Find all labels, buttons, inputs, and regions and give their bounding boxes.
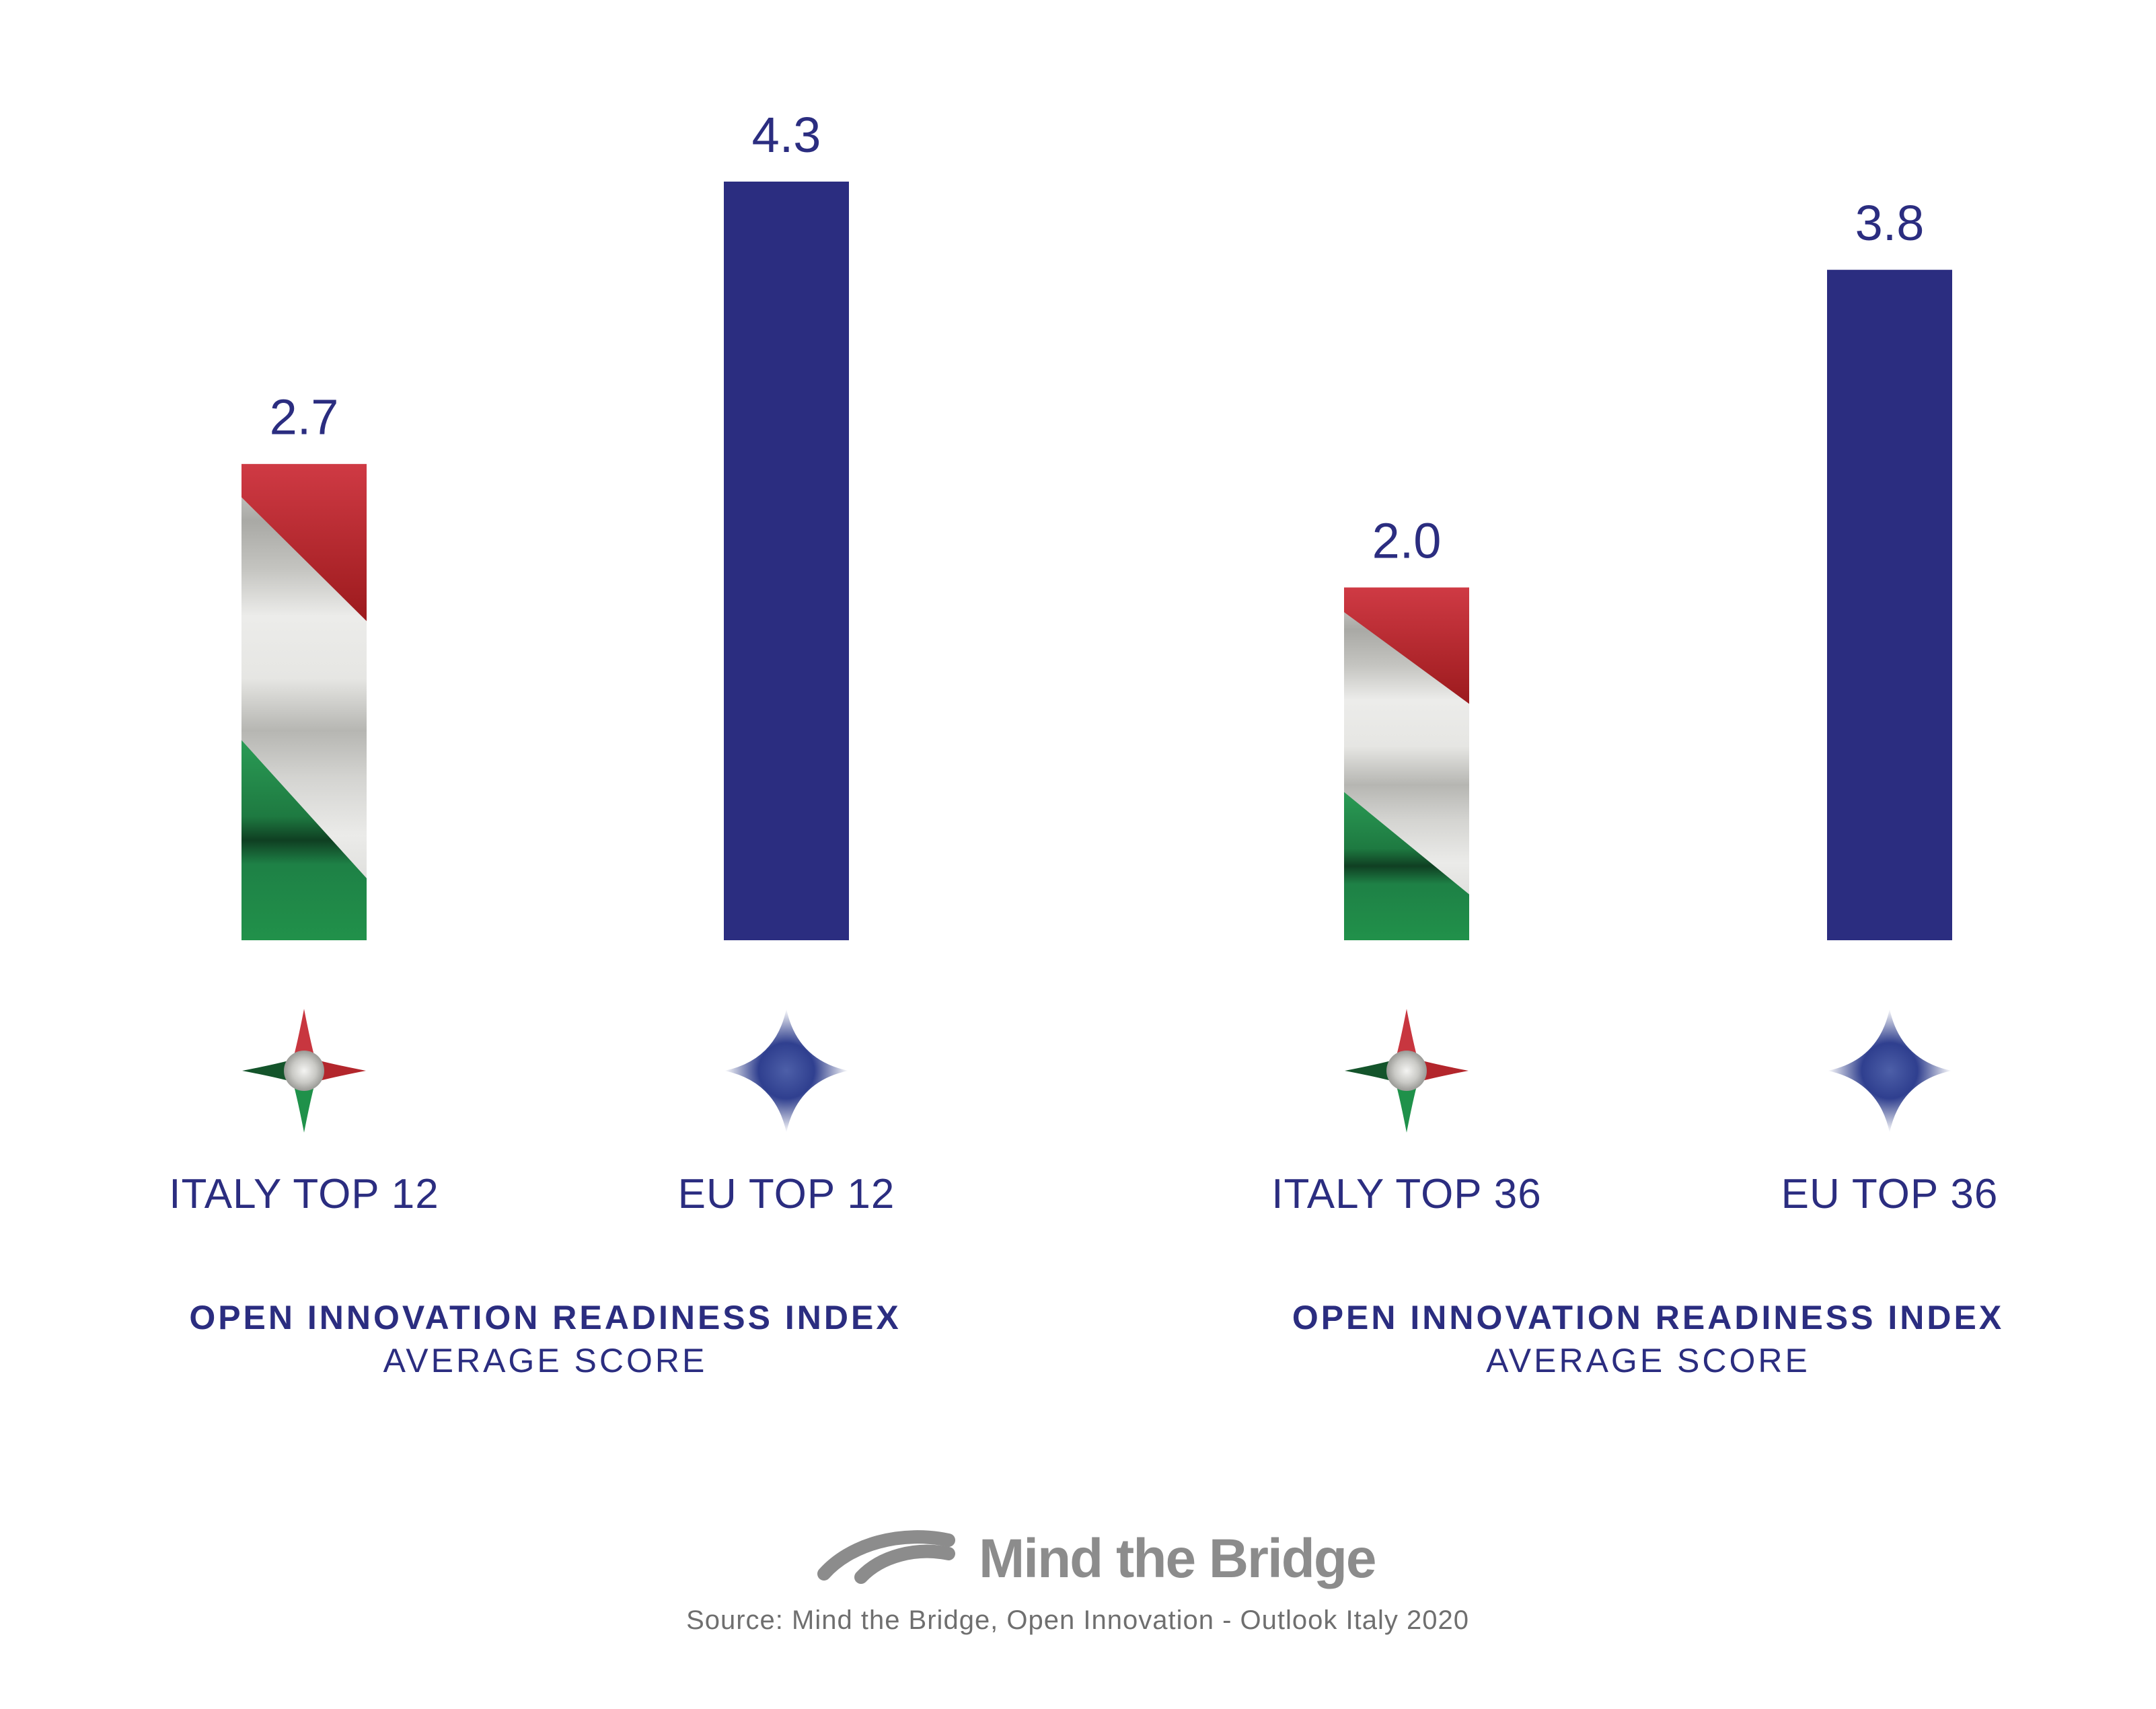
bars-layer: [241, 182, 1952, 940]
bar-eu-top-36: [1827, 270, 1952, 940]
value-label-italy-top-36: 2.0: [1372, 512, 1442, 568]
category-label-italy-top-12: ITALY TOP 12: [169, 1171, 439, 1217]
category-label-eu-top-12: EU TOP 12: [678, 1171, 895, 1217]
brand-name: Mind the Bridge: [979, 1528, 1376, 1589]
brand-logo: Mind the Bridge: [817, 1528, 1377, 1589]
group-captions: OPEN INNOVATION READINESS INDEX AVERAGE S…: [189, 1299, 2004, 1379]
italy-star-icon: [1345, 1009, 1469, 1133]
source-note: Source: Mind the Bridge, Open Innovation…: [686, 1605, 1469, 1635]
value-label-italy-top-12: 2.7: [270, 389, 339, 445]
category-label-eu-top-36: EU TOP 36: [1781, 1171, 1999, 1217]
value-label-eu-top-36: 3.8: [1855, 195, 1925, 251]
italy-star-icon: [242, 1009, 366, 1133]
icons-layer: [242, 1009, 1951, 1133]
bar-eu-top-12: [724, 182, 849, 940]
bridge-arch-outer: [817, 1530, 955, 1581]
labels-layer: 2.7 ITALY TOP 12 4.3 EU TOP 12 2.0 ITALY TOP …: [169, 107, 1999, 1217]
eu-star-icon: [724, 1009, 848, 1133]
bridge-arch-inner: [854, 1544, 955, 1584]
eu-star-icon: [1828, 1009, 1951, 1133]
bar-italy-top-12: [241, 463, 367, 940]
group-subtitle-1: AVERAGE SCORE: [383, 1342, 708, 1379]
category-label-italy-top-36: ITALY TOP 36: [1271, 1171, 1541, 1217]
value-label-eu-top-12: 4.3: [752, 107, 821, 163]
group-subtitle-2: AVERAGE SCORE: [1486, 1342, 1810, 1379]
group-title-2: OPEN INNOVATION READINESS INDEX: [1292, 1299, 2004, 1336]
group-title-1: OPEN INNOVATION READINESS INDEX: [189, 1299, 901, 1336]
bar-italy-top-36: [1344, 587, 1469, 940]
